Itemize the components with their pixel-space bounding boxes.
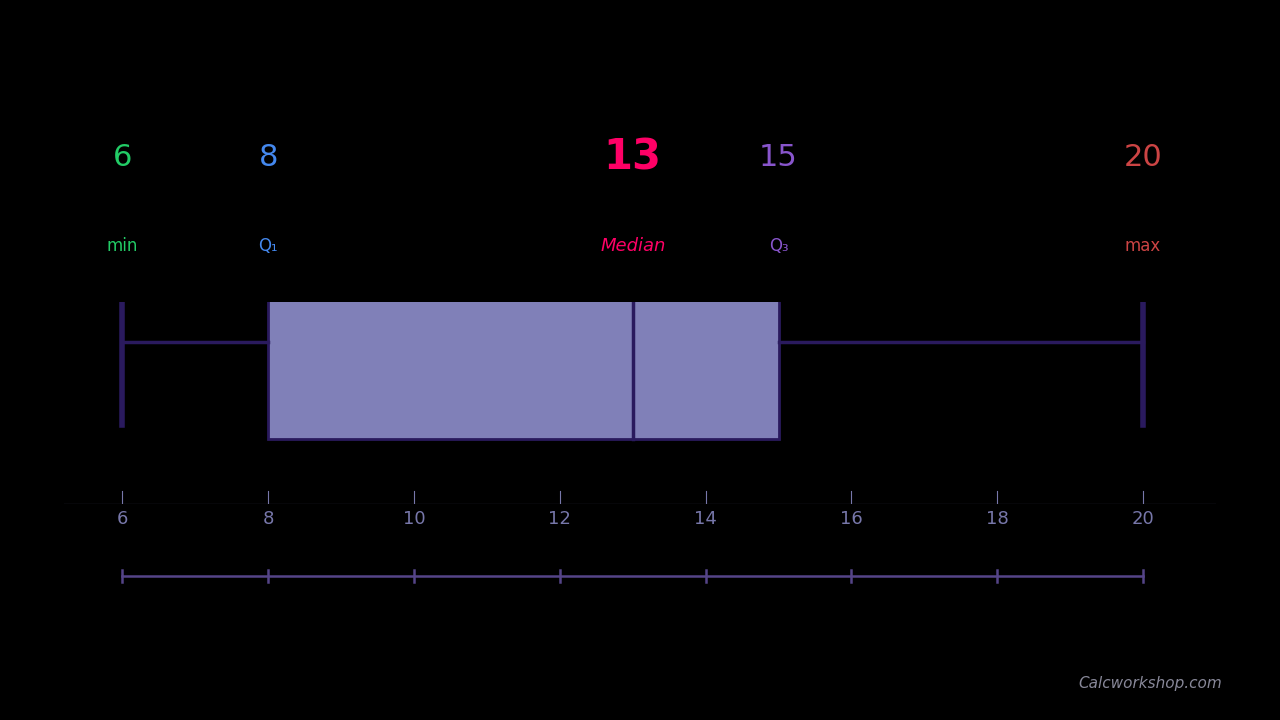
Text: Q₃: Q₃ [769, 237, 788, 255]
Text: Median: Median [600, 237, 666, 255]
Text: 13: 13 [604, 136, 662, 179]
Text: 8: 8 [259, 143, 278, 172]
Bar [268, 245, 778, 439]
Text: 20: 20 [1124, 143, 1162, 172]
Text: Calcworkshop.com: Calcworkshop.com [1079, 676, 1222, 691]
Text: min: min [106, 237, 138, 255]
Text: max: max [1125, 237, 1161, 255]
Text: Q₁: Q₁ [259, 237, 278, 255]
Text: 6: 6 [113, 143, 132, 172]
Text: 15: 15 [759, 143, 797, 172]
